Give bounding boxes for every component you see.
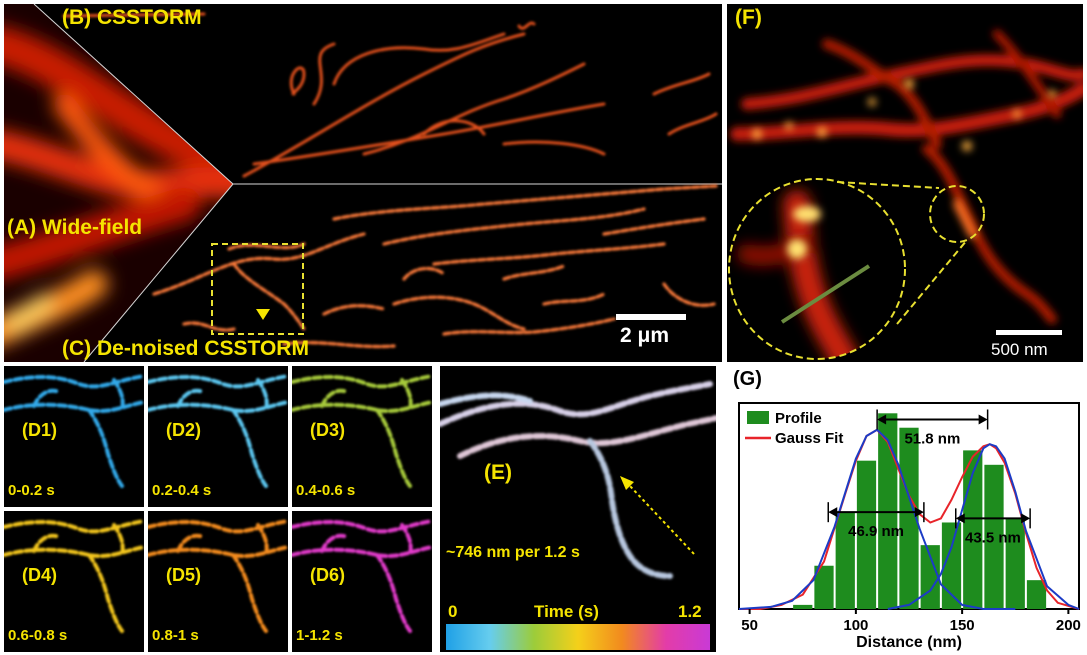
scale-bar-f	[996, 330, 1062, 335]
x-tick-label: 200	[1056, 617, 1081, 634]
profile-bar	[814, 565, 834, 609]
panel-c-label: (C) De-noised CSSTORM	[62, 337, 309, 360]
annotation-label: 51.8 nm	[904, 430, 960, 447]
panel-d2: (D2) 0.2-0.4 s	[148, 366, 288, 507]
panel-e: (E) ~746 nm per 1.2 s 0 1.2 Time (s)	[440, 366, 716, 652]
panel-d4-image	[4, 519, 144, 633]
magnified-circle	[728, 178, 906, 360]
panel-f: (F) 500 nm	[727, 4, 1083, 362]
scale-bar-main	[616, 314, 686, 320]
panel-b-label: (B) CSSTORM	[62, 6, 202, 29]
panel-d2-label: (D2)	[166, 420, 201, 440]
panel-abc: (B) CSSTORM (A) Wide-field (C) De-noised…	[4, 4, 722, 362]
panel-a-label: (A) Wide-field	[7, 216, 143, 239]
legend-label-profile: Profile	[775, 410, 822, 427]
colorbar-min: 0	[448, 602, 458, 621]
direction-arrowhead	[620, 476, 634, 490]
x-axis-label: Distance (nm)	[856, 634, 962, 651]
panel-d6: (D6) 1-1.2 s	[292, 511, 432, 652]
speed-annotation: ~746 nm per 1.2 s	[446, 544, 580, 561]
colorbar-max: 1.2	[678, 602, 702, 621]
wide-field-image	[4, 4, 233, 362]
x-tick-label: 100	[843, 617, 868, 634]
legend-label-fit: Gauss Fit	[775, 430, 843, 447]
panel-d1: (D1) 0-0.2 s	[4, 366, 144, 507]
panel-d2-time: 0.2-0.4 s	[152, 482, 212, 499]
panel-d5-image	[148, 519, 288, 633]
profile-bar	[878, 413, 898, 609]
scale-bar-f-label: 500 nm	[991, 340, 1048, 359]
x-tick-label: 150	[950, 617, 975, 634]
panel-d6-time: 1-1.2 s	[296, 627, 343, 644]
annotation-arrowhead	[978, 414, 988, 425]
panel-abc-image	[4, 4, 722, 362]
panel-d4: (D4) 0.6-0.8 s	[4, 511, 144, 652]
x-tick-label: 50	[741, 617, 758, 634]
colorbar-title: Time (s)	[534, 602, 599, 621]
annotation-label: 43.5 nm	[965, 529, 1021, 546]
profile-bar	[835, 512, 855, 609]
panel-d4-label: (D4)	[22, 565, 57, 585]
csstorm-filaments	[62, 12, 718, 178]
denoised-filaments	[152, 184, 718, 349]
panel-g-label: (G)	[733, 368, 762, 390]
panel-d3-time: 0.4-0.6 s	[296, 482, 356, 499]
panel-d6-image	[292, 519, 432, 633]
profile-bar	[856, 460, 877, 609]
panel-d3: (D3) 0.4-0.6 s	[292, 366, 432, 507]
panel-e-image	[440, 381, 716, 579]
source-circle	[929, 185, 985, 243]
arrowhead-marker	[256, 309, 270, 320]
profile-bar	[899, 427, 919, 609]
legend-swatch-profile	[747, 411, 769, 424]
annotation-arrowhead	[914, 507, 924, 518]
profile-bar	[941, 522, 962, 609]
panel-d4-time: 0.6-0.8 s	[8, 627, 68, 644]
annotation-label: 46.9 nm	[848, 523, 904, 540]
panel-d6-label: (D6)	[310, 565, 345, 585]
fit-curve-3	[887, 443, 1080, 610]
panel-d1-image	[4, 374, 144, 488]
profile-bar	[1005, 518, 1025, 609]
panel-d5-time: 0.8-1 s	[152, 627, 199, 644]
time-colorbar	[446, 624, 710, 650]
panel-e-label: (E)	[484, 461, 512, 484]
annotation-arrowhead	[955, 513, 965, 524]
profile-bar	[793, 604, 813, 609]
profile-chart: 50 100 150 200 Distance (nm) 51.8 nm 46.9 nm 43…	[738, 402, 1081, 651]
panel-d1-label: (D1)	[22, 420, 57, 440]
annotation-arrowhead	[1021, 513, 1031, 524]
panel-f-label: (F)	[735, 6, 762, 29]
panel-d1-time: 0-0.2 s	[8, 482, 55, 499]
fit-curve-2	[738, 428, 1016, 610]
panel-d3-label: (D3)	[310, 420, 345, 440]
scale-bar-main-label: 2 μm	[620, 324, 670, 347]
roi-box	[211, 243, 304, 335]
panel-d5-label: (D5)	[166, 565, 201, 585]
annotation-arrowhead	[877, 414, 887, 425]
profile-bar	[984, 464, 1004, 609]
panel-f-image	[728, 29, 1083, 360]
panel-d2-image	[148, 374, 288, 488]
annotation-arrowhead	[828, 507, 838, 518]
panel-d3-image	[292, 374, 432, 488]
panel-d5: (D5) 0.8-1 s	[148, 511, 288, 652]
profile-bar	[1026, 580, 1047, 609]
